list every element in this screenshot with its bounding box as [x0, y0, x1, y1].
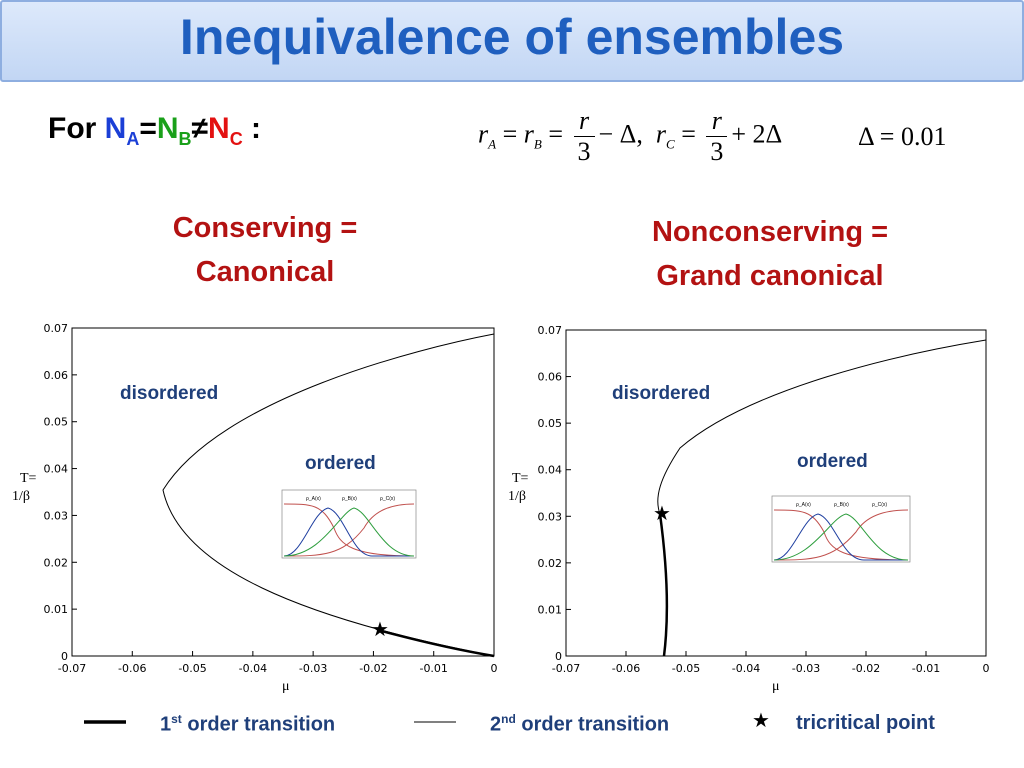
canonical-phase-diagram: 0.070.060.050.040.030.020.010-0.07 -0.06-…: [12, 322, 498, 694]
thin-line-swatch: [414, 721, 456, 723]
y-tick-label: 0.06: [538, 371, 563, 384]
grand-canonical-phase-diagram: 0.070.060.050.040.030.020.010-0.07 -0.06-…: [508, 324, 990, 694]
x-tick-label: -0.02: [852, 662, 880, 675]
y-tick-label: 0.07: [44, 322, 69, 335]
x-axis-label: μ: [772, 679, 780, 694]
y-axis-label-line1: T=: [20, 471, 37, 486]
x-axis-label: μ: [282, 679, 290, 694]
y-tick-label: 0.01: [44, 603, 69, 616]
y-tick-label: 0.06: [44, 369, 69, 382]
region-label-ordered: ordered: [305, 453, 376, 474]
star-icon: ★: [752, 708, 770, 732]
legend-second-order: 2nd order transition: [490, 712, 670, 736]
legend-tricritical-point: tricritical point: [796, 712, 935, 734]
condition-prefix: For: [48, 112, 105, 145]
ratio-equation: rA = rB = r 3− Δ, rC = r 3 + 2Δ: [478, 106, 783, 167]
plot-frame: [565, 329, 987, 657]
x-tick-label: -0.04: [732, 662, 760, 675]
y-tick-label: 0.05: [44, 416, 69, 429]
x-tick-label: 0: [983, 662, 990, 675]
svg-text:ρ_B(x): ρ_B(x): [834, 502, 849, 508]
y-tick-label: 0.02: [538, 557, 563, 570]
y-axis-label-line2: 1/β: [508, 489, 526, 504]
not-equal-sign: ≠: [191, 112, 209, 145]
svg-text:ρ_C(x): ρ_C(x): [380, 496, 395, 502]
second-order-transition-line: [657, 339, 987, 515]
delta-value: Δ = 0.01: [858, 122, 947, 151]
svg-text:ρ_A(x): ρ_A(x): [796, 502, 811, 508]
axis-ticks: 0.070.060.050.040.030.020.010-0.07 -0.06-…: [538, 324, 990, 675]
y-tick-label: 0: [61, 650, 68, 663]
tricritical-point-star: ★: [653, 501, 671, 525]
region-label-disordered: disordered: [612, 383, 711, 404]
x-tick-label: -0.06: [118, 662, 146, 675]
legend-first-order: 1st order transition: [160, 712, 336, 736]
y-tick-label: 0.01: [538, 603, 563, 616]
y-tick-label: 0: [555, 650, 562, 663]
order-parameter-inset: ρ_A(x) ρ_B(x) ρ_C(x): [281, 489, 417, 559]
right-heading: Nonconserving = Grand canonical: [651, 216, 889, 292]
x-tick-label: -0.01: [419, 662, 447, 675]
svg-text:ρ_A(x): ρ_A(x): [306, 496, 321, 502]
region-label-ordered: ordered: [797, 451, 868, 472]
condition-text: For NA=NB≠NC :: [48, 112, 261, 150]
y-tick-label: 0.03: [538, 510, 563, 523]
x-tick-label: -0.05: [178, 662, 206, 675]
first-order-transition-line: [658, 513, 669, 657]
first-order-transition-line: [377, 628, 495, 658]
slide-title: Inequivalence of ensembles: [179, 9, 845, 65]
x-tick-label: 0: [491, 662, 498, 675]
x-tick-label: -0.05: [672, 662, 700, 675]
y-axis-label-line2: 1/β: [12, 489, 30, 504]
svg-text:ρ_C(x): ρ_C(x): [872, 502, 887, 508]
equals-sign: =: [139, 112, 157, 145]
y-tick-label: 0.04: [538, 464, 563, 477]
y-tick-label: 0.07: [538, 324, 563, 337]
x-tick-label: -0.07: [552, 662, 580, 675]
x-tick-label: -0.03: [792, 662, 820, 675]
region-label-disordered: disordered: [120, 383, 219, 404]
x-tick-label: -0.02: [359, 662, 387, 675]
tricritical-point-star: ★: [371, 617, 389, 641]
n-a: NA: [104, 112, 140, 149]
axis-ticks: 0.070.060.050.040.030.020.010-0.07 -0.06-…: [44, 322, 498, 675]
y-tick-label: 0.04: [44, 463, 69, 476]
title-bar: [0, 0, 1024, 82]
y-tick-label: 0.05: [538, 417, 563, 430]
x-tick-label: -0.04: [239, 662, 267, 675]
x-tick-label: -0.07: [58, 662, 86, 675]
x-tick-label: -0.01: [912, 662, 940, 675]
y-axis-label-line1: T=: [512, 471, 529, 486]
n-c: NC: [208, 112, 243, 149]
thick-line-swatch: [84, 720, 126, 724]
condition-suffix: :: [242, 112, 262, 145]
y-tick-label: 0.02: [44, 556, 69, 569]
order-parameter-inset: ρ_A(x) ρ_B(x) ρ_C(x): [771, 495, 911, 563]
second-order-transition-line: [162, 333, 495, 657]
left-heading: Conserving = Canonical: [172, 212, 358, 288]
x-tick-label: -0.06: [612, 662, 640, 675]
x-tick-label: -0.03: [299, 662, 327, 675]
svg-text:ρ_B(x): ρ_B(x): [342, 496, 357, 502]
y-tick-label: 0.03: [44, 509, 69, 522]
n-b: NB: [156, 112, 192, 149]
